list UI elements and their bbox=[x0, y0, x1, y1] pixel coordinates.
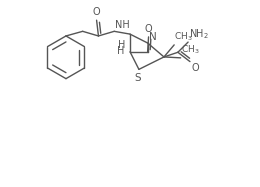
Text: N: N bbox=[149, 32, 157, 42]
Text: S: S bbox=[135, 73, 141, 83]
Text: O: O bbox=[93, 7, 100, 17]
Text: O: O bbox=[145, 24, 152, 34]
Text: NH: NH bbox=[115, 20, 130, 30]
Text: O: O bbox=[192, 63, 199, 73]
Text: CH$_3$: CH$_3$ bbox=[181, 44, 199, 56]
Text: H: H bbox=[118, 40, 125, 50]
Text: H: H bbox=[118, 46, 125, 56]
Text: NH$_2$: NH$_2$ bbox=[189, 27, 209, 41]
Text: CH$_3$: CH$_3$ bbox=[174, 30, 193, 43]
